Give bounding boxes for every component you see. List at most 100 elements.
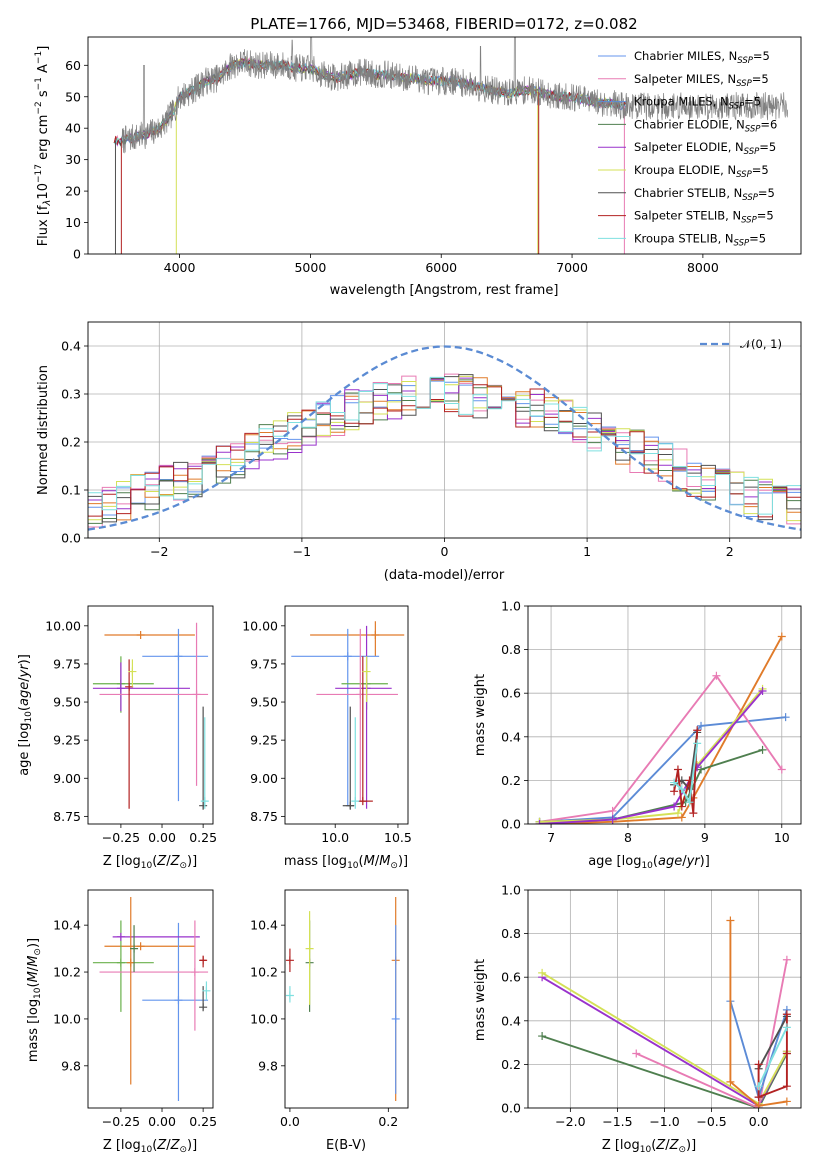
y-tick-label: 10.00 (242, 618, 278, 633)
series-marker (754, 1082, 763, 1091)
x-tick-label: −2.0 (555, 1114, 585, 1129)
weight-vs-Z-ylabel: mass weight (473, 959, 488, 1041)
series-marker (677, 785, 686, 794)
series-marker (782, 955, 791, 964)
y-tick-label: 9.25 (53, 733, 81, 748)
y-tick-label: 9.25 (250, 733, 278, 748)
y-tick-label: 0.4 (501, 1013, 521, 1028)
data-point (174, 652, 183, 661)
legend-value: =5 (752, 163, 769, 177)
legend-subscript: SSP (734, 238, 750, 248)
data-point (174, 996, 183, 1005)
axes-frame (87, 889, 214, 1109)
data-point (130, 944, 139, 953)
series-marker (777, 765, 786, 774)
weight-vs-age-ylabel: mass weight (473, 674, 488, 756)
legend-label: Salpeter STELIB, NSSP=5 (634, 209, 774, 226)
series-marker (782, 1010, 791, 1019)
x-tick-label: 0.25 (189, 830, 217, 845)
data-point (190, 968, 199, 977)
weight_vs_Z-plot (528, 890, 801, 1108)
x-tick-label: −0.5 (696, 1114, 726, 1129)
x-tick-label: 0.0 (749, 1114, 769, 1129)
age-vs-metallicity-panel: Z [log10(Z/Z⊙)] age [log10(age/yr)] −0.2… (17, 605, 217, 871)
svg-text:age [log10(age/yr)]: age [log10(age/yr)] (17, 654, 34, 776)
mass-vs-ebv-panel: E(B-V) 0.0 0.2 9.8 10.0 10.2 10.4 (250, 889, 409, 1153)
data-point (199, 956, 208, 965)
data-point (305, 944, 314, 953)
y-tick-label: 10.2 (250, 965, 278, 980)
series-marker (754, 1060, 763, 1069)
data-point (285, 956, 294, 965)
y-tick-label: 10 (65, 215, 81, 230)
data-point (346, 801, 355, 810)
y-tick-label: 0.2 (61, 435, 81, 450)
legend-value: =6 (760, 117, 777, 131)
y-tick-label: 0.1 (61, 483, 81, 498)
data-point (116, 684, 125, 693)
series-marker (693, 726, 702, 735)
axes-frame (527, 605, 802, 825)
y-tick-label: 1.0 (501, 883, 521, 898)
series-marker (535, 820, 544, 824)
mass-vs-EBV-xlabel: E(B-V) (326, 1138, 366, 1153)
series-marker (712, 671, 721, 680)
axes-frame (87, 36, 802, 255)
series-marker (608, 815, 617, 824)
legend-value: =5 (753, 49, 770, 63)
residual-histogram (88, 376, 801, 529)
legend-label: Salpeter MILES, NSSP=5 (634, 72, 769, 89)
legend-subscript: SSP (744, 147, 760, 157)
x-tick-label: 0.00 (148, 830, 176, 845)
x-tick-label: 9 (701, 830, 709, 845)
x-tick-label: 0.00 (148, 1114, 176, 1129)
y-tick-label: 60 (65, 58, 81, 73)
data-point (285, 991, 294, 1000)
axes-frame (527, 889, 802, 1109)
y-tick-label: 0.4 (61, 339, 81, 354)
legend-label: Chabrier STELIB, NSSP=5 (634, 186, 775, 203)
series-line (673, 743, 699, 806)
legend-value: =5 (749, 231, 766, 245)
series-marker (693, 739, 702, 748)
series-marker (689, 809, 698, 818)
svg-text:mass [log10(M/M⊙)]: mass [log10(M/M⊙)] (26, 938, 43, 1062)
y-tick-label: 9.00 (53, 771, 81, 786)
y-tick-label: 0.8 (501, 642, 521, 657)
data-point (125, 682, 134, 691)
legend-label: 𝒩(0, 1) (740, 337, 782, 351)
legend-subscript: SSP (741, 216, 757, 226)
legend-label: Salpeter ELODIE, NSSP=5 (634, 140, 776, 157)
series-line (673, 730, 699, 814)
data-point (202, 986, 211, 995)
residuals-ylabel: Normed distribution (36, 365, 51, 495)
series-marker (670, 787, 679, 796)
series-marker (782, 1097, 791, 1106)
y-tick-label: 30 (65, 152, 81, 167)
x-tick-label: 0 (441, 544, 449, 559)
y-tick-label: 9.75 (250, 656, 278, 671)
series-marker (673, 809, 682, 818)
x-tick-label: 10.5 (384, 830, 412, 845)
age_vs_Z-plot (92, 622, 209, 810)
y-tick-label: 9.50 (250, 695, 278, 710)
y-tick-label: 20 (65, 184, 81, 199)
y-tick-label: 0.0 (501, 1101, 521, 1116)
y-tick-label: 0.6 (501, 970, 521, 985)
axes-frame (284, 889, 409, 1109)
y-tick-label: 10.2 (53, 965, 81, 980)
age-vs-mass-xlabel: mass [log10(M/M⊙)] (284, 854, 408, 871)
series-marker (632, 1049, 641, 1058)
series-marker (754, 1101, 763, 1108)
y-tick-label: 9.8 (258, 1058, 278, 1073)
series-marker (758, 687, 767, 696)
mass_vs_EBV-plot (285, 897, 400, 1101)
data-point (371, 630, 380, 639)
x-tick-label: −1.0 (649, 1114, 679, 1129)
x-tick-label: 7000 (556, 260, 588, 275)
x-tick-label: −1 (293, 544, 311, 559)
x-tick-label: −0.25 (102, 1114, 140, 1129)
series-line (757, 1015, 788, 1070)
svg-text:Flux [fλ10−17 erg cm−2 s−1 A−1: Flux [fλ10−17 erg cm−2 s−1 A−1] (34, 46, 53, 247)
